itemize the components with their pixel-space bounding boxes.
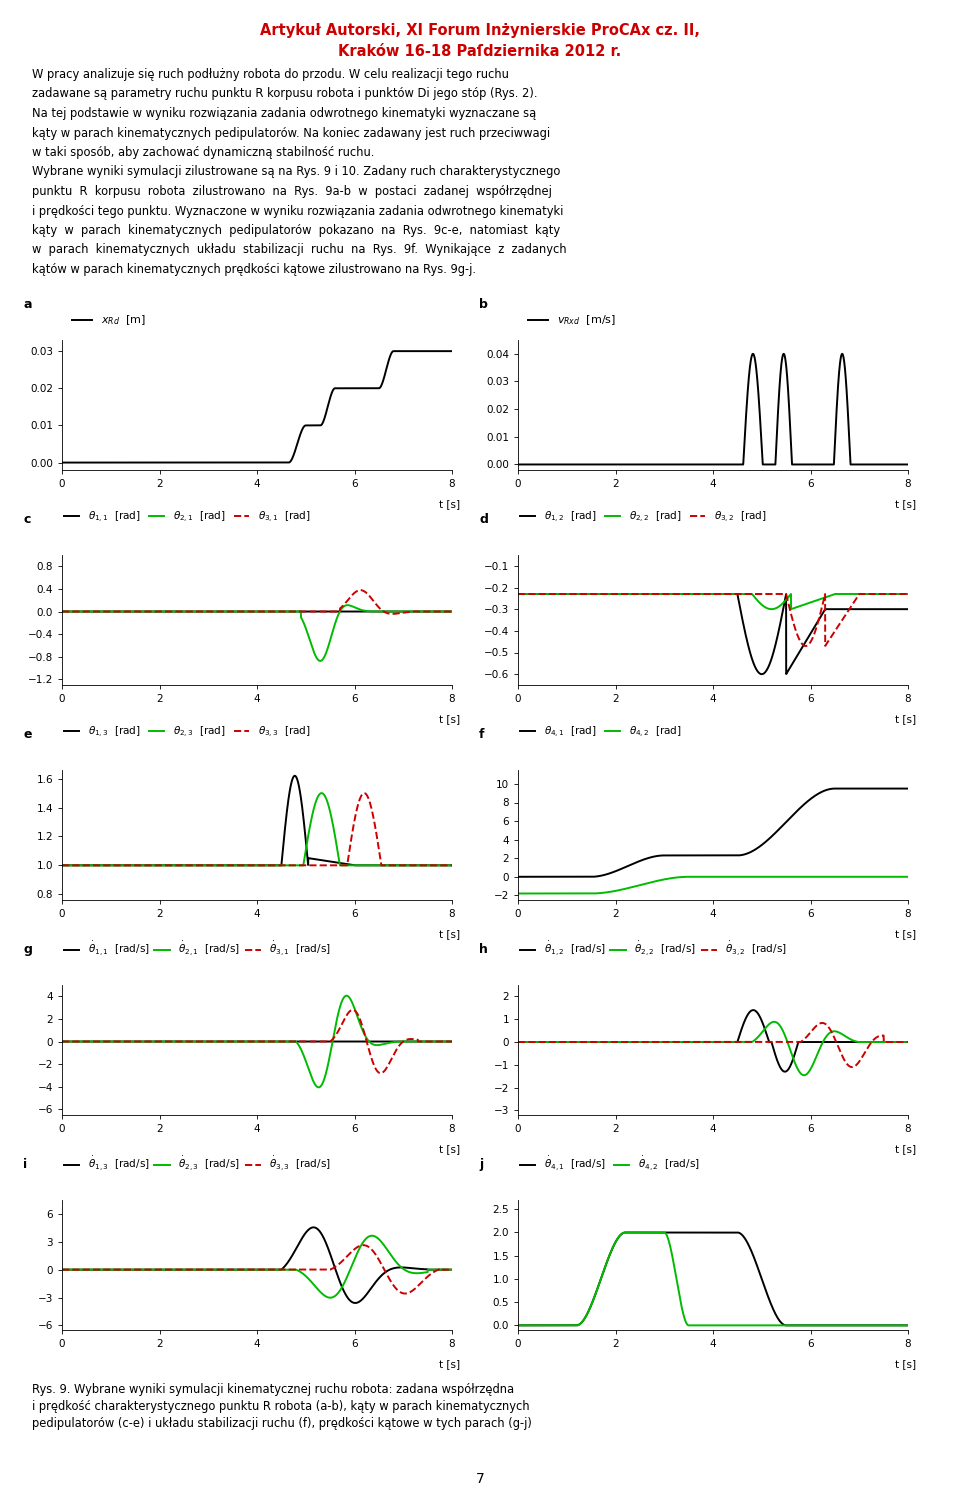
Legend: $v_{Rxd}$  [m/s]: $v_{Rxd}$ [m/s] xyxy=(523,309,620,332)
Text: Na tej podstawie w wyniku rozwiązania zadania odwrotnego kinematyki wyznaczane s: Na tej podstawie w wyniku rozwiązania za… xyxy=(32,107,536,120)
Text: t [s]: t [s] xyxy=(439,498,460,509)
Legend: $x_{Rd}$  [m]: $x_{Rd}$ [m] xyxy=(67,309,151,332)
Text: d: d xyxy=(479,513,488,527)
Text: kąty  w  parach  kinematycznych  pedipulatorów  pokazano  na  Rys.  9c-e,  natom: kąty w parach kinematycznych pedipulator… xyxy=(32,224,560,237)
Legend: $\dot\theta_{4,1}$  [rad/s], $\dot\theta_{4,2}$  [rad/s]: $\dot\theta_{4,1}$ [rad/s], $\dot\theta_… xyxy=(516,1151,704,1177)
Text: t [s]: t [s] xyxy=(895,498,916,509)
Text: i: i xyxy=(23,1159,27,1171)
Text: 7: 7 xyxy=(475,1472,485,1486)
Text: W pracy analizuje się ruch podłużny robota do przodu. W celu realizacji tego ruc: W pracy analizuje się ruch podłużny robo… xyxy=(32,68,509,81)
Legend: $\dot\theta_{1,2}$  [rad/s], $\dot\theta_{2,2}$  [rad/s], $\dot\theta_{3,2}$  [r: $\dot\theta_{1,2}$ [rad/s], $\dot\theta_… xyxy=(516,935,791,962)
Text: punktu  R  korpusu  robota  zilustrowano  na  Rys.  9a-b  w  postaci  zadanej  w: punktu R korpusu robota zilustrowano na … xyxy=(32,185,552,198)
Text: t [s]: t [s] xyxy=(895,1358,916,1369)
Text: t [s]: t [s] xyxy=(439,1358,460,1369)
Text: j: j xyxy=(479,1159,483,1171)
Text: Artykuł Autorski, XI Forum Inżynierskie ProCAx cz. II,: Artykuł Autorski, XI Forum Inżynierskie … xyxy=(260,23,700,38)
Text: c: c xyxy=(23,513,31,527)
Text: i prędkości tego punktu. Wyznaczone w wyniku rozwiązania zadania odwrotnego kine: i prędkości tego punktu. Wyznaczone w wy… xyxy=(32,204,564,218)
Text: i prędkość charakterystycznego punktu R robota (a-b), kąty w parach kinematyczny: i prędkość charakterystycznego punktu R … xyxy=(32,1400,529,1412)
Text: t [s]: t [s] xyxy=(439,1144,460,1154)
Text: pedipulatorów (c-e) i układu stabilizacji ruchu (f), prędkości kątowe w tych par: pedipulatorów (c-e) i układu stabilizacj… xyxy=(32,1417,532,1430)
Text: Wybrane wyniki symulacji zilustrowane są na Rys. 9 i 10. Zadany ruch charakterys: Wybrane wyniki symulacji zilustrowane są… xyxy=(32,165,560,179)
Text: t [s]: t [s] xyxy=(895,929,916,938)
Legend: $\dot\theta_{1,1}$  [rad/s], $\dot\theta_{2,1}$  [rad/s], $\dot\theta_{3,1}$  [r: $\dot\theta_{1,1}$ [rad/s], $\dot\theta_… xyxy=(60,935,335,962)
Text: Kraków 16-18 Paſdziernika 2012 r.: Kraków 16-18 Paſdziernika 2012 r. xyxy=(338,45,622,60)
Text: zadawane są parametry ruchu punktu R korpusu robota i punktów Di jego stóp (Rys.: zadawane są parametry ruchu punktu R kor… xyxy=(32,87,538,101)
Legend: $\theta_{1,1}$  [rad], $\theta_{2,1}$  [rad], $\theta_{3,1}$  [rad]: $\theta_{1,1}$ [rad], $\theta_{2,1}$ [ra… xyxy=(60,506,314,528)
Text: t [s]: t [s] xyxy=(895,713,916,723)
Text: g: g xyxy=(23,944,32,956)
Text: e: e xyxy=(23,728,32,741)
Text: t [s]: t [s] xyxy=(439,929,460,938)
Text: w  parach  kinematycznych  układu  stabilizacji  ruchu  na  Rys.  9f.  Wynikając: w parach kinematycznych układu stabiliza… xyxy=(32,243,566,257)
Text: kątów w parach kinematycznych prędkości kątowe zilustrowano na Rys. 9g-j.: kątów w parach kinematycznych prędkości … xyxy=(32,263,476,276)
Text: w taki sposób, aby zachować dynamiczną stabilność ruchu.: w taki sposób, aby zachować dynamiczną s… xyxy=(32,146,374,159)
Text: t [s]: t [s] xyxy=(895,1144,916,1154)
Legend: $\dot\theta_{1,3}$  [rad/s], $\dot\theta_{2,3}$  [rad/s], $\dot\theta_{3,3}$  [r: $\dot\theta_{1,3}$ [rad/s], $\dot\theta_… xyxy=(60,1151,335,1177)
Legend: $\theta_{1,3}$  [rad], $\theta_{2,3}$  [rad], $\theta_{3,3}$  [rad]: $\theta_{1,3}$ [rad], $\theta_{2,3}$ [ra… xyxy=(60,720,314,744)
Legend: $\theta_{4,1}$  [rad], $\theta_{4,2}$  [rad]: $\theta_{4,1}$ [rad], $\theta_{4,2}$ [ra… xyxy=(516,720,685,744)
Legend: $\theta_{1,2}$  [rad], $\theta_{2,2}$  [rad], $\theta_{3,2}$  [rad]: $\theta_{1,2}$ [rad], $\theta_{2,2}$ [ra… xyxy=(516,506,770,528)
Text: f: f xyxy=(479,728,485,741)
Text: a: a xyxy=(23,299,32,311)
Text: Rys. 9. Wybrane wyniki symulacji kinematycznej ruchu robota: zadana współrzędna: Rys. 9. Wybrane wyniki symulacji kinemat… xyxy=(32,1382,514,1396)
Text: kąty w parach kinematycznych pedipulatorów. Na koniec zadawany jest ruch przeciw: kąty w parach kinematycznych pedipulator… xyxy=(32,126,550,140)
Text: h: h xyxy=(479,944,488,956)
Text: b: b xyxy=(479,299,488,311)
Text: t [s]: t [s] xyxy=(439,713,460,723)
